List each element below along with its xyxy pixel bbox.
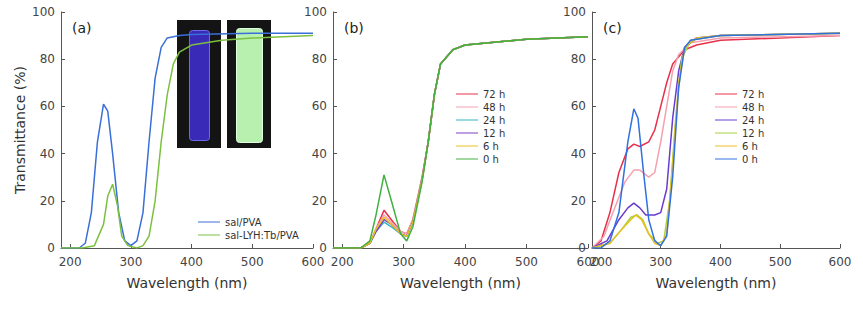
svg-text:200: 200 — [590, 255, 613, 269]
svg-text:500: 500 — [241, 255, 264, 269]
svg-text:300: 300 — [119, 255, 142, 269]
svg-text:80: 80 — [571, 52, 586, 66]
svg-text:60: 60 — [40, 99, 55, 113]
svg-text:Wavelength (nm): Wavelength (nm) — [127, 275, 248, 291]
svg-text:40: 40 — [40, 147, 55, 161]
svg-text:24 h: 24 h — [483, 115, 505, 126]
svg-text:100: 100 — [563, 5, 586, 19]
svg-text:(b): (b) — [344, 20, 364, 36]
svg-text:0: 0 — [319, 241, 327, 255]
svg-text:0: 0 — [47, 241, 55, 255]
svg-text:400: 400 — [709, 255, 732, 269]
svg-text:400: 400 — [180, 255, 203, 269]
svg-text:sal-LYH:Tb/PVA: sal-LYH:Tb/PVA — [225, 230, 299, 241]
svg-text:Transmittance (%): Transmittance (%) — [12, 66, 28, 195]
svg-text:600: 600 — [829, 255, 852, 269]
svg-text:sal/PVA: sal/PVA — [225, 217, 262, 228]
svg-text:6 h: 6 h — [483, 141, 499, 152]
svg-text:500: 500 — [769, 255, 792, 269]
svg-text:300: 300 — [392, 255, 415, 269]
svg-text:60: 60 — [571, 99, 586, 113]
svg-text:72 h: 72 h — [483, 89, 505, 100]
svg-text:12 h: 12 h — [742, 128, 764, 139]
svg-text:(a): (a) — [72, 20, 92, 36]
svg-text:400: 400 — [454, 255, 477, 269]
svg-text:6 h: 6 h — [742, 141, 758, 152]
svg-text:(c): (c) — [603, 20, 622, 36]
svg-text:20: 20 — [40, 194, 55, 208]
svg-text:600: 600 — [576, 255, 600, 269]
svg-text:100: 100 — [32, 5, 55, 19]
svg-text:100: 100 — [304, 5, 327, 19]
svg-text:80: 80 — [312, 52, 327, 66]
svg-text:200: 200 — [331, 255, 354, 269]
svg-text:300: 300 — [649, 255, 672, 269]
svg-text:Wavelength (nm): Wavelength (nm) — [656, 275, 777, 291]
svg-text:60: 60 — [312, 99, 327, 113]
svg-text:600: 600 — [302, 255, 325, 269]
svg-text:24 h: 24 h — [742, 115, 764, 126]
svg-text:0 h: 0 h — [483, 154, 499, 165]
svg-text:40: 40 — [312, 147, 327, 161]
svg-text:200: 200 — [59, 255, 82, 269]
svg-text:40: 40 — [571, 147, 586, 161]
svg-text:20: 20 — [571, 194, 586, 208]
svg-text:0: 0 — [578, 241, 586, 255]
svg-text:20: 20 — [312, 194, 327, 208]
svg-text:0 h: 0 h — [742, 154, 758, 165]
svg-text:48 h: 48 h — [742, 102, 764, 113]
svg-text:12 h: 12 h — [483, 128, 505, 139]
svg-text:500: 500 — [515, 255, 538, 269]
svg-text:72 h: 72 h — [742, 89, 764, 100]
svg-text:Wavelength (nm): Wavelength (nm) — [400, 275, 521, 291]
svg-text:80: 80 — [40, 52, 55, 66]
svg-text:48 h: 48 h — [483, 102, 505, 113]
